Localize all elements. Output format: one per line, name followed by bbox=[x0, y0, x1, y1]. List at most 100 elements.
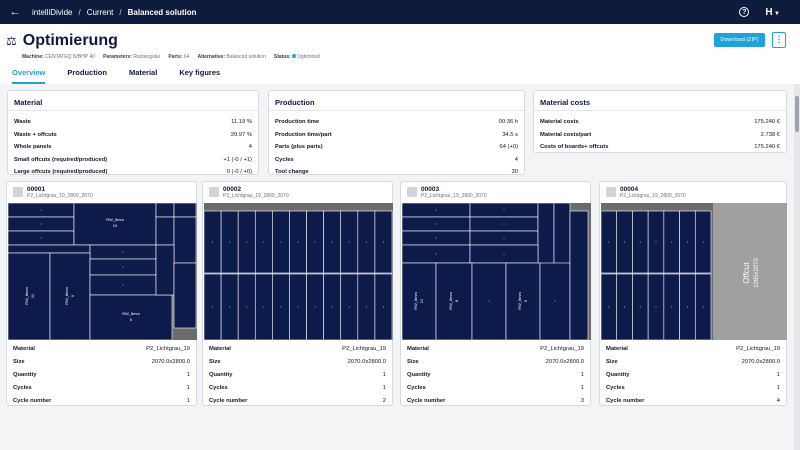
panel-card[interactable]: 00002 P2_Lichtgrau_19_2800_2070 Material P2… bbox=[202, 181, 393, 406]
panel-material-code: P2_Lichtgrau_19_2800_2070 bbox=[421, 193, 487, 199]
kv-label: Waste bbox=[14, 119, 31, 126]
part-label: 5 bbox=[523, 299, 528, 302]
kv-label: Costs of boards+ offcuts bbox=[540, 144, 609, 151]
part[interactable] bbox=[8, 252, 51, 340]
panel-info: Material P2_Lichtgrau_19 Size 2070.0x2800.0… bbox=[401, 342, 590, 407]
panel-info-row: Size 2070.0x2800.0 bbox=[600, 355, 786, 368]
part[interactable] bbox=[505, 262, 541, 340]
panel-info-row: Material P2_Lichtgrau_19 bbox=[7, 342, 196, 355]
part[interactable] bbox=[8, 244, 91, 254]
part[interactable] bbox=[89, 294, 173, 340]
panel-card[interactable]: 00003 P2_Lichtgrau_19_2800_2070 RW_8mm 12 RW… bbox=[400, 181, 591, 406]
part[interactable] bbox=[553, 203, 571, 266]
tab-material[interactable]: Material bbox=[128, 68, 158, 77]
offcut-region[interactable] bbox=[713, 203, 787, 340]
part-marker bbox=[639, 241, 641, 243]
offcut-label: Offcut bbox=[742, 262, 751, 284]
panel-info-label: Quantity bbox=[407, 371, 431, 378]
panel-thumbnail bbox=[606, 187, 616, 197]
kv-value: +1 (-0 / +1) bbox=[223, 156, 252, 163]
part[interactable] bbox=[569, 210, 589, 340]
panel-thumbnail bbox=[407, 187, 417, 197]
part-marker bbox=[229, 306, 231, 308]
panel-info-row: Size 2070.0x2800.0 bbox=[7, 355, 196, 368]
scale-icon: ⚖ bbox=[6, 34, 17, 48]
part-label: RW_8mm bbox=[448, 291, 453, 309]
part-marker bbox=[365, 306, 367, 308]
cutting-layout[interactable]: Offcut 1095x2070 bbox=[601, 203, 787, 340]
breadcrumb-item-current[interactable]: Current bbox=[86, 7, 114, 17]
panel-card[interactable]: 00004 P2_Lichtgrau_19_2800_2070 Offcut 1095… bbox=[599, 181, 787, 406]
help-icon[interactable]: ? bbox=[739, 7, 750, 17]
breadcrumb-item-intellidivide[interactable]: intelliDivide bbox=[32, 7, 73, 17]
panel-info-row: Material P2_Lichtgrau_19 bbox=[203, 342, 392, 355]
part-marker bbox=[263, 306, 265, 308]
tab-production[interactable]: Production bbox=[67, 68, 107, 77]
panel-info-value: 2070.0x2800.0 bbox=[741, 358, 780, 365]
part-label: RW_8mm bbox=[413, 291, 418, 309]
part[interactable] bbox=[173, 262, 197, 329]
part-label: RW_8mm bbox=[122, 311, 140, 316]
kv-value: 2.738 € bbox=[760, 131, 780, 138]
part-label: 6 bbox=[130, 317, 133, 322]
part[interactable] bbox=[173, 216, 197, 264]
panel-info-label: Size bbox=[13, 358, 25, 365]
panel-info: Material P2_Lichtgrau_19 Size 2070.0x2800.0… bbox=[600, 342, 786, 407]
tab-overview[interactable]: Overview bbox=[12, 68, 46, 84]
kv-label: Whole panels bbox=[14, 144, 52, 151]
part[interactable] bbox=[402, 262, 437, 340]
part[interactable] bbox=[537, 203, 555, 266]
part-marker bbox=[554, 300, 556, 302]
scrollbar-thumb[interactable] bbox=[795, 96, 799, 132]
part-marker bbox=[503, 223, 505, 225]
panel-header: 00003 P2_Lichtgrau_19_2800_2070 bbox=[401, 182, 590, 202]
part-label: RW_8mm bbox=[106, 217, 124, 222]
vertical-scrollbar[interactable] bbox=[794, 84, 800, 450]
tab-key-figures[interactable]: Key figures bbox=[179, 68, 221, 77]
part[interactable] bbox=[435, 262, 473, 340]
kv-value: 4 bbox=[248, 144, 252, 151]
meta-parts: Parts: 64 bbox=[168, 54, 190, 60]
part-marker bbox=[122, 266, 124, 268]
panel-info-value: P2_Lichtgrau_19 bbox=[736, 345, 780, 352]
part[interactable] bbox=[173, 203, 197, 218]
cutting-layout[interactable] bbox=[204, 203, 393, 340]
panel-info-label: Cycles bbox=[209, 384, 228, 391]
panel-info-row: Cycles 1 bbox=[203, 381, 392, 394]
download-zip-button[interactable]: Download (ZIP) bbox=[714, 33, 765, 47]
part[interactable] bbox=[155, 203, 175, 218]
part-marker bbox=[671, 306, 673, 308]
more-options-icon[interactable]: ⋮ bbox=[772, 32, 786, 48]
part-marker bbox=[435, 209, 437, 211]
panel-info-label: Cycle number bbox=[13, 397, 52, 404]
kv-label: Cycles bbox=[275, 156, 294, 163]
part-marker bbox=[624, 306, 626, 308]
panel-info-row: Cycles 1 bbox=[600, 381, 786, 394]
back-arrow-icon[interactable]: ← bbox=[9, 6, 21, 18]
part-marker bbox=[280, 306, 282, 308]
part-marker bbox=[263, 241, 265, 243]
kv-value: 11.19 % bbox=[231, 119, 252, 126]
part-marker bbox=[686, 306, 688, 308]
kv-row: Production time 00:36 h bbox=[269, 116, 524, 129]
panel-info: Material P2_Lichtgrau_19 Size 2070.0x2800.0… bbox=[7, 342, 196, 407]
part-label: RW_8mm bbox=[64, 286, 69, 304]
panel-card[interactable]: 00001 P2_Lichtgrau_19_2800_2070 RW_8mm 10 RW… bbox=[6, 181, 197, 406]
part-marker bbox=[314, 241, 316, 243]
kv-row: Cycles 4 bbox=[269, 154, 524, 167]
part-marker bbox=[297, 306, 299, 308]
user-menu[interactable]: H ▼ bbox=[765, 7, 780, 18]
kv-value: 00:36 h bbox=[498, 119, 518, 126]
part-marker bbox=[503, 253, 505, 255]
part-marker bbox=[348, 241, 350, 243]
part[interactable] bbox=[155, 244, 175, 296]
part[interactable] bbox=[155, 216, 175, 246]
panel-info-label: Cycles bbox=[13, 384, 32, 391]
panel-info-value: P2_Lichtgrau_19 bbox=[342, 345, 386, 352]
panel-header: 00002 P2_Lichtgrau_19_2800_2070 bbox=[203, 182, 392, 202]
panel-info-label: Material bbox=[407, 345, 429, 352]
cutting-layout[interactable]: RW_8mm 10 RW_8mm 11 RW_8mm 9 RW_8mm 6 bbox=[8, 203, 197, 340]
part[interactable] bbox=[49, 252, 91, 340]
cutting-layout[interactable]: RW_8mm 12 RW_8mm 8 RW_8mm 5 bbox=[402, 203, 591, 340]
panel-header: 00001 P2_Lichtgrau_19_2800_2070 bbox=[7, 182, 196, 202]
